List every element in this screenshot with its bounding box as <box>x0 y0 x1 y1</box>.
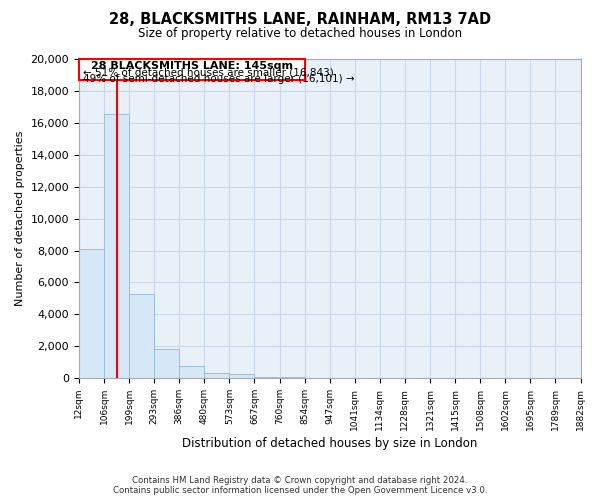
Text: 49% of semi-detached houses are larger (16,101) →: 49% of semi-detached houses are larger (… <box>83 74 354 84</box>
Bar <box>205 374 229 378</box>
Bar <box>129 294 154 378</box>
Text: Contains HM Land Registry data © Crown copyright and database right 2024.
Contai: Contains HM Land Registry data © Crown c… <box>113 476 487 495</box>
Text: Size of property relative to detached houses in London: Size of property relative to detached ho… <box>138 28 462 40</box>
Bar <box>254 376 280 378</box>
Bar <box>280 376 305 378</box>
FancyBboxPatch shape <box>79 59 305 80</box>
Bar <box>79 249 104 378</box>
Bar <box>229 374 254 378</box>
Bar <box>179 366 205 378</box>
Text: ← 51% of detached houses are smaller (16,843): ← 51% of detached houses are smaller (16… <box>83 68 334 78</box>
Text: 28 BLACKSMITHS LANE: 145sqm: 28 BLACKSMITHS LANE: 145sqm <box>91 62 293 72</box>
Text: 28, BLACKSMITHS LANE, RAINHAM, RM13 7AD: 28, BLACKSMITHS LANE, RAINHAM, RM13 7AD <box>109 12 491 28</box>
Y-axis label: Number of detached properties: Number of detached properties <box>15 131 25 306</box>
Bar <box>104 114 129 378</box>
Bar <box>154 350 179 378</box>
X-axis label: Distribution of detached houses by size in London: Distribution of detached houses by size … <box>182 437 478 450</box>
